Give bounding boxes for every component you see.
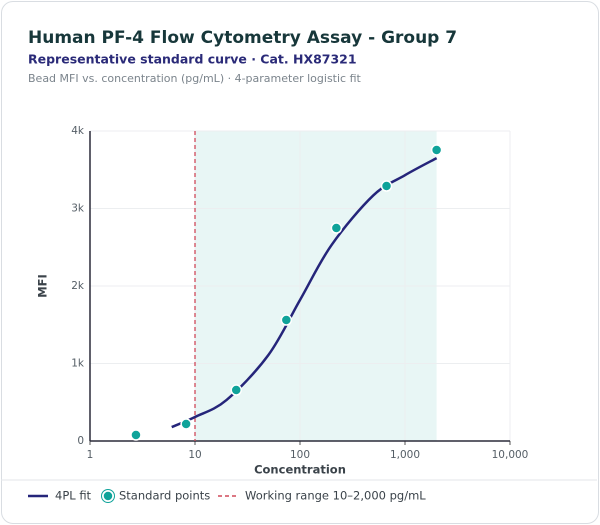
- y-tick-label: 0: [77, 435, 84, 447]
- y-tick-label: 4k: [71, 125, 85, 137]
- y-tick-label: 1k: [71, 358, 85, 370]
- y-tick-label: 3k: [71, 203, 85, 215]
- data-point: [430, 144, 443, 156]
- x-tick-label: 100: [290, 449, 310, 461]
- legend-swatch: [102, 490, 114, 502]
- x-tick-label: 10,000: [492, 449, 529, 461]
- x-tick-label: 1: [87, 449, 94, 461]
- data-point: [230, 384, 242, 396]
- data-point: [130, 429, 142, 441]
- y-tick-label: 2k: [71, 280, 85, 292]
- fit-line: [171, 157, 438, 429]
- chart-caption: Bead MFI vs. concentration (pg/mL) · 4-p…: [28, 72, 362, 85]
- chart-title: Human PF-4 Flow Cytometry Assay - Group …: [28, 28, 457, 48]
- data-point: [380, 180, 393, 192]
- x-tick-label: 1,000: [390, 449, 420, 461]
- y-axis-label: MFI: [36, 274, 50, 298]
- legend-label: 4PL fit: [55, 489, 92, 503]
- legend-swatch-ring: [101, 489, 115, 503]
- x-tick-label: 10: [188, 449, 201, 461]
- x-axis-label: Concentration: [254, 463, 346, 477]
- legend-label: Standard points: [119, 489, 210, 503]
- chart-subtitle: Representative standard curve · Cat. HX8…: [28, 52, 357, 67]
- data-point: [280, 314, 293, 326]
- data-point: [330, 222, 343, 234]
- data-point: [180, 418, 192, 430]
- legend-label: Working range 10–2,000 pg/mL: [245, 489, 426, 503]
